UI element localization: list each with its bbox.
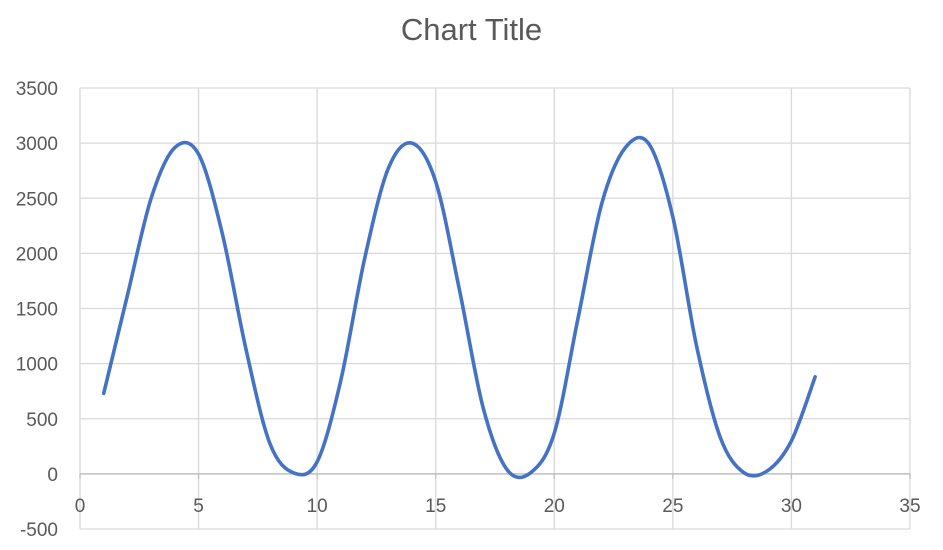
data-point [292, 471, 295, 474]
data-point [766, 469, 769, 472]
data-point [482, 406, 485, 409]
x-tick-label: 5 [193, 496, 204, 517]
series-line [101, 135, 817, 480]
data-point [577, 317, 580, 320]
data-point [150, 197, 153, 200]
y-tick-label: 3000 [16, 134, 58, 155]
x-tick-label: 10 [307, 496, 328, 517]
data-point [221, 232, 224, 235]
data-point [173, 146, 176, 149]
x-tick-label: 30 [781, 496, 802, 517]
y-tick-label: -500 [20, 520, 58, 541]
data-point [126, 294, 129, 297]
x-tick-label: 15 [425, 496, 446, 517]
x-tick-labels: 0 5 10 15 20 25 30 35 [75, 496, 921, 517]
y-tick-label: 2000 [16, 244, 58, 265]
y-tick-label: 1500 [16, 300, 58, 321]
x-axis-line [79, 473, 911, 479]
data-point [505, 468, 508, 471]
data-point [743, 471, 746, 474]
data-point [814, 375, 817, 378]
y-tick-label: 3500 [16, 79, 58, 100]
data-point [434, 180, 437, 183]
data-point [600, 202, 603, 205]
y-tick-labels: -500 0 500 1000 1500 2000 2500 3000 3500 [16, 79, 58, 541]
y-tick-label: 1000 [16, 355, 58, 376]
data-point [387, 167, 390, 170]
data-point [268, 442, 271, 445]
data-point [553, 432, 556, 435]
data-point [458, 288, 461, 291]
y-tick-label: 500 [26, 410, 58, 431]
gridlines [79, 87, 911, 530]
data-point [102, 392, 105, 395]
data-point [719, 436, 722, 439]
chart-title: Chart Title [400, 12, 543, 47]
data-point [411, 142, 414, 145]
data-point [695, 344, 698, 347]
y-tick-label: 0 [47, 465, 58, 486]
x-tick-label: 25 [662, 496, 683, 517]
data-point [339, 379, 342, 382]
data-point [624, 146, 627, 149]
data-point [790, 439, 793, 442]
y-tick-label: 2500 [16, 189, 58, 210]
data-point [671, 215, 674, 218]
x-tick-label: 20 [544, 496, 565, 517]
x-tick-label: 0 [75, 496, 86, 517]
data-point [245, 348, 248, 351]
data-point [529, 471, 532, 474]
data-point [648, 143, 651, 146]
x-tick-label: 35 [899, 496, 920, 517]
data-point [316, 460, 319, 463]
series-layer [101, 135, 817, 480]
data-point [363, 257, 366, 260]
data-point [197, 153, 200, 156]
